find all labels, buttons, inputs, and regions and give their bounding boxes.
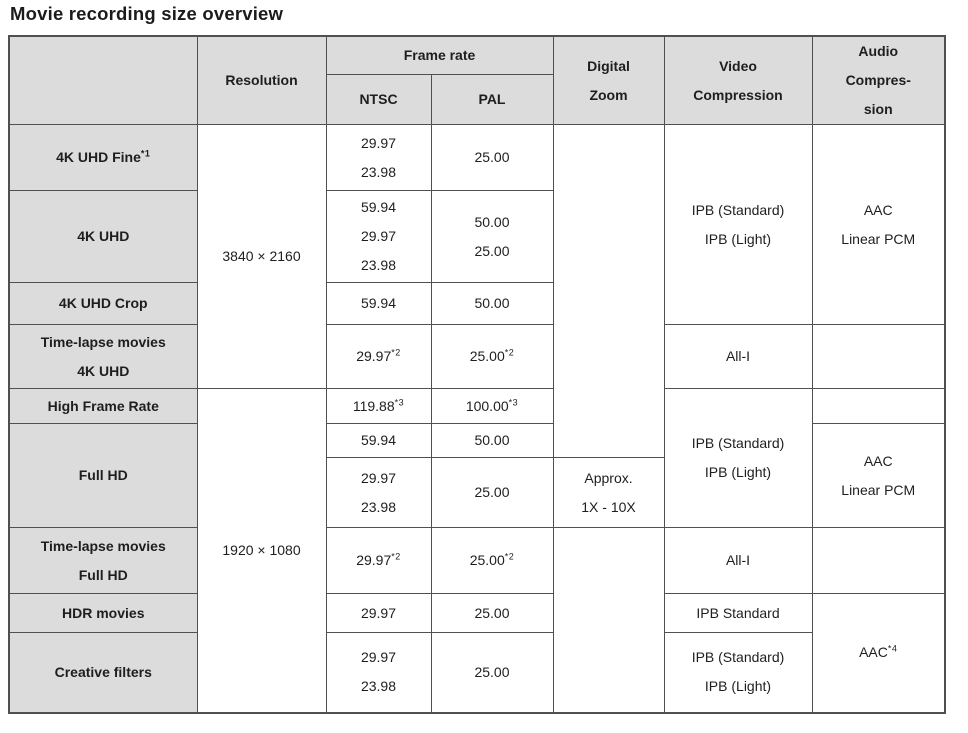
frame-rate-value: 119.88 — [352, 397, 395, 414]
cell-ntsc-4k-uhd: 59.94 29.97 23.98 — [325, 190, 432, 283]
cell-digital-zoom-value: Approx. 1X - 10X — [552, 457, 665, 528]
frame-rate-value: 29.97 — [356, 348, 392, 364]
cell-audio-4k-group: AAC Linear PCM — [811, 124, 946, 325]
row-label-4k-uhd-fine: 4K UHD Fine*1 — [8, 124, 198, 191]
row-label-high-frame-rate: High Frame Rate — [8, 388, 198, 424]
cell-resolution-1920x1080: 1920 × 1080 — [196, 388, 327, 713]
cell-ntsc-4k-uhd-crop: 59.94 — [325, 282, 432, 325]
col-header-resolution: Resolution — [196, 35, 327, 125]
table-row: 4K UHD Fine*1 3840 × 2160 29.97 23.98 25… — [8, 124, 946, 458]
cell-pal-high-frame-rate: 100.00*3 — [430, 388, 554, 424]
cell-pal-timelapse-4k: 25.00*2 — [430, 324, 554, 389]
col-header-frame-rate: Frame rate — [325, 35, 554, 76]
col-header-audio-compression: Audio Compres- sion — [811, 35, 946, 125]
cell-video-4k-group: IPB (Standard) IPB (Light) — [663, 124, 813, 325]
cell-audio-high-frame-rate-blank — [811, 388, 946, 424]
table-row: 4K UHD 59.94 29.97 23.98 50.00 25.00 — [8, 190, 945, 283]
cell-video-timelapse-fhd: All-I — [663, 527, 813, 594]
col-header-ntsc: NTSC — [325, 74, 432, 125]
row-label-text: 4K UHD Fine — [56, 149, 141, 165]
col-header-digital-zoom: Digital Zoom — [552, 35, 665, 125]
row-label-4k-uhd: 4K UHD — [8, 190, 198, 283]
cell-pal-full-hd-a: 50.00 — [430, 423, 554, 458]
audio-value: AAC — [859, 644, 888, 661]
table-row: 4K UHD Crop 59.94 50.00 — [8, 282, 945, 325]
cell-ntsc-4k-uhd-fine: 29.97 23.98 — [325, 124, 432, 191]
cell-audio-timelapse-4k-blank — [811, 324, 946, 389]
table-row: Creative filters 29.97 23.98 25.00 IPB (… — [8, 632, 945, 713]
cell-ntsc-high-frame-rate: 119.88*3 — [325, 388, 432, 424]
cell-pal-4k-uhd-crop: 50.00 — [430, 282, 554, 325]
row-label-hdr-movies: HDR movies — [8, 593, 198, 633]
table-row: High Frame Rate 1920 × 1080 119.88*3 100… — [8, 388, 946, 713]
movie-recording-size-table: Resolution Frame rate Digital Zoom Video… — [8, 35, 946, 714]
cell-pal-4k-uhd-fine: 25.00 — [430, 124, 554, 191]
footnote-marker: *2 — [391, 347, 401, 358]
row-label-timelapse-4k: Time-lapse movies 4K UHD — [8, 324, 198, 389]
cell-ntsc-timelapse-4k: 29.97*2 — [325, 324, 432, 389]
row-label-timelapse-full-hd: Time-lapse movies Full HD — [8, 527, 198, 594]
cell-audio-timelapse-fhd-blank — [811, 527, 946, 594]
frame-rate-value: 25.00 — [469, 552, 505, 568]
col-header-video-compression: Video Compression — [663, 35, 813, 125]
table-row: Time-lapse movies Full HD 29.97*2 25.00*… — [8, 527, 946, 713]
col-header-pal: PAL — [430, 74, 554, 125]
page-title: Movie recording size overview — [10, 3, 284, 24]
footnote-marker: *2 — [504, 551, 515, 562]
row-label-4k-uhd-crop: 4K UHD Crop — [8, 282, 198, 325]
cell-video-creative: IPB (Standard) IPB (Light) — [663, 632, 813, 713]
cell-ntsc-full-hd-a: 59.94 — [325, 423, 432, 458]
footnote-marker: *4 — [887, 643, 898, 654]
footnote-marker: *3 — [508, 396, 519, 407]
cell-ntsc-timelapse-fhd: 29.97*2 — [325, 527, 432, 594]
footnote-marker: *2 — [504, 347, 515, 358]
cell-video-timelapse-4k: All-I — [663, 324, 813, 389]
cell-pal-timelapse-fhd: 25.00*2 — [430, 527, 554, 594]
cell-audio-hdr-creative: AAC*4 — [811, 593, 946, 713]
cell-digital-zoom-blank-upper — [552, 124, 665, 458]
cell-video-hdr: IPB Standard — [663, 593, 813, 633]
cell-video-fullhd-group: IPB (Standard) IPB (Light) — [663, 388, 813, 528]
cell-ntsc-creative: 29.97 23.98 — [325, 632, 432, 713]
cell-digital-zoom-blank-lower — [552, 527, 665, 713]
cell-audio-fullhd-group: AAC Linear PCM — [811, 423, 946, 528]
frame-rate-value: 29.97 — [356, 552, 392, 568]
frame-rate-value: 25.00 — [469, 348, 505, 364]
row-label-creative-filters: Creative filters — [8, 632, 198, 713]
footnote-marker: *3 — [394, 396, 405, 407]
cell-pal-full-hd-b: 25.00 — [430, 457, 554, 528]
cell-resolution-3840x2160: 3840 × 2160 — [196, 124, 327, 389]
table-row: Time-lapse movies 4K UHD 29.97*2 25.00*2… — [8, 324, 946, 389]
table-row: HDR movies 29.97 25.00 IPB Standard AAC*… — [8, 593, 946, 713]
cell-ntsc-hdr: 29.97 — [325, 593, 432, 633]
table-row: 29.97 23.98 25.00 Approx. 1X - 10X — [9, 457, 945, 528]
footnote-marker: *2 — [391, 551, 401, 562]
table-row: Full HD 59.94 50.00 AAC Linear PCM — [8, 423, 946, 528]
cell-pal-4k-uhd: 50.00 25.00 — [430, 190, 554, 283]
frame-rate-value: 100.00 — [465, 397, 509, 414]
footnote-marker: *1 — [140, 148, 151, 159]
corner-cell — [8, 35, 198, 125]
cell-pal-creative: 25.00 — [430, 632, 554, 713]
cell-ntsc-full-hd-b: 29.97 23.98 — [325, 457, 432, 528]
cell-pal-hdr: 25.00 — [430, 593, 554, 633]
row-label-full-hd: Full HD — [8, 423, 198, 528]
